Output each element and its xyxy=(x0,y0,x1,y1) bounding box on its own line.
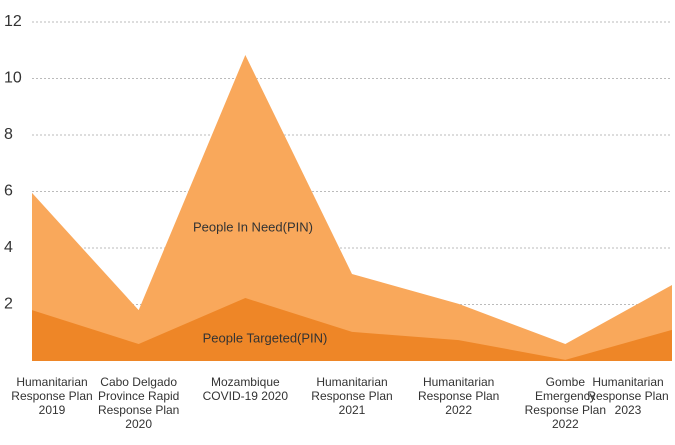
y-tick-label: 6 xyxy=(4,183,13,200)
x-tick-label: Cabo Delgado Province Rapid Response Pla… xyxy=(97,375,180,431)
x-tick-label: Humanitarian Response Plan 2022 xyxy=(417,375,500,417)
x-tick-label: Humanitarian Response Plan 2019 xyxy=(11,375,93,417)
y-tick-label: 2 xyxy=(4,296,13,313)
area xyxy=(32,298,672,361)
y-tick-label: 12 xyxy=(4,13,22,30)
series-label: People In Need(PIN) xyxy=(193,219,313,234)
x-tick-label: Gombe Emergency Response Plan 2022 xyxy=(524,375,607,431)
x-tick-label: Humanitarian Response Plan 2023 xyxy=(587,375,669,417)
y-tick-label: 8 xyxy=(4,126,13,143)
area xyxy=(32,55,672,362)
x-tick-label: Mozambique COVID-19 2020 xyxy=(202,375,289,403)
x-tick-label: Humanitarian Response Plan 2021 xyxy=(311,375,393,417)
series-label: People Targeted(PIN) xyxy=(203,330,328,345)
y-tick-label: 4 xyxy=(4,239,13,256)
y-tick-label: 10 xyxy=(4,70,22,87)
